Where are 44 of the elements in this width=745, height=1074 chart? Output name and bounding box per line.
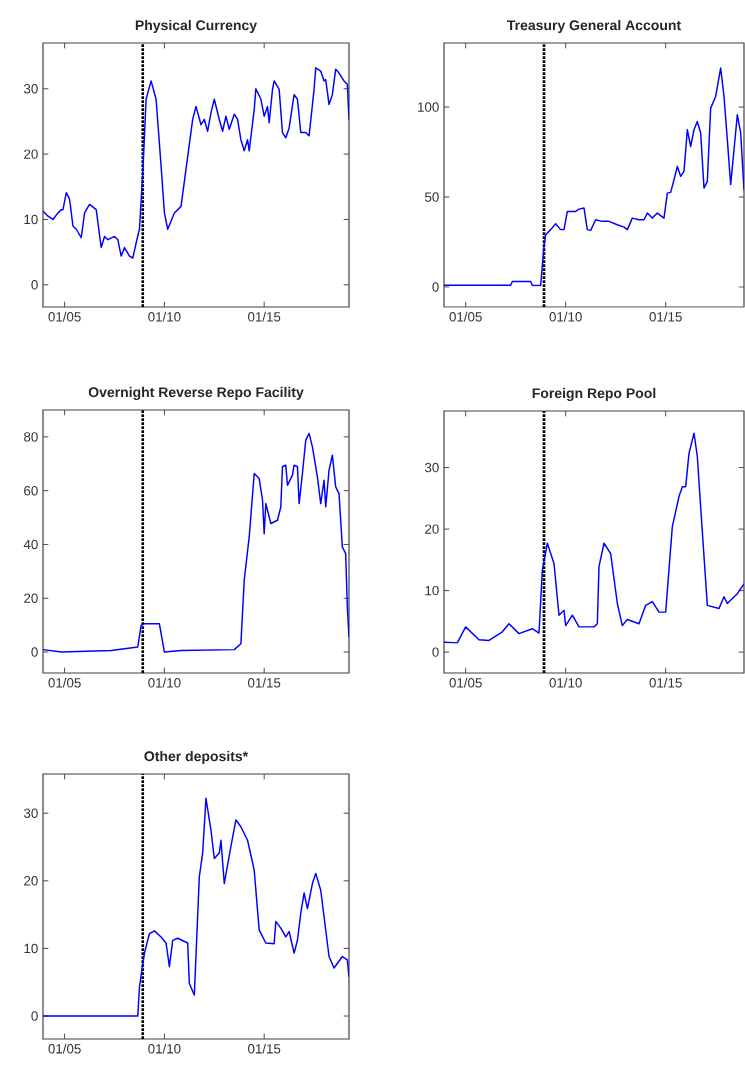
- y-tick-label: 0: [432, 282, 439, 292]
- x-tick-label: 01/15: [248, 677, 281, 688]
- x-tick-label: 01/05: [449, 311, 482, 322]
- y-tick-label: 0: [31, 280, 38, 290]
- y-tick-label: 0: [31, 1011, 38, 1021]
- x-tick-label: 01/10: [148, 311, 181, 322]
- x-tick-label: 01/05: [48, 677, 81, 688]
- y-tick-label: 80: [24, 432, 38, 442]
- line-series: [43, 797, 349, 1017]
- x-tick-label: 01/15: [649, 677, 682, 688]
- x-tick-label: 01/10: [549, 677, 582, 688]
- x-tick-label: 01/15: [649, 311, 682, 322]
- x-tick-label: 01/10: [549, 311, 582, 322]
- chart-title: Treasury General Account: [507, 19, 681, 33]
- x-tick-label: 01/15: [248, 1043, 281, 1054]
- x-tick-label: 01/05: [48, 311, 81, 322]
- y-tick-label: 10: [425, 585, 439, 596]
- y-tick-label: 0: [432, 647, 439, 657]
- y-tick-label: 0: [31, 647, 38, 657]
- y-tick-label: 50: [425, 192, 439, 202]
- x-tick-label: 01/15: [248, 311, 281, 322]
- line-series: [43, 432, 349, 653]
- chart-title: Overnight Reverse Repo Facility: [88, 386, 304, 400]
- y-tick-label: 30: [23, 84, 38, 94]
- chart-title: Physical Currency: [135, 19, 257, 33]
- x-tick-label: 01/10: [148, 1043, 181, 1054]
- chart-title: Other deposits*: [144, 750, 249, 764]
- y-tick-label: 20: [24, 876, 38, 886]
- y-tick-label: 10: [24, 943, 38, 954]
- y-tick-label: 10: [24, 214, 38, 225]
- y-tick-label: 20: [24, 593, 38, 603]
- y-tick-label: 30: [424, 462, 439, 473]
- line-series: [444, 432, 744, 644]
- x-tick-label: 01/05: [449, 677, 482, 688]
- y-tick-label: 40: [23, 539, 38, 550]
- chart-title: Foreign Repo Pool: [532, 387, 656, 401]
- y-tick-label: 100: [418, 102, 439, 112]
- line-series: [444, 67, 744, 287]
- y-tick-label: 20: [24, 149, 38, 159]
- y-tick-label: 30: [23, 808, 38, 818]
- y-tick-label: 60: [24, 485, 38, 496]
- x-tick-label: 01/10: [148, 677, 181, 688]
- x-tick-label: 01/05: [48, 1043, 81, 1054]
- y-tick-label: 20: [425, 524, 439, 534]
